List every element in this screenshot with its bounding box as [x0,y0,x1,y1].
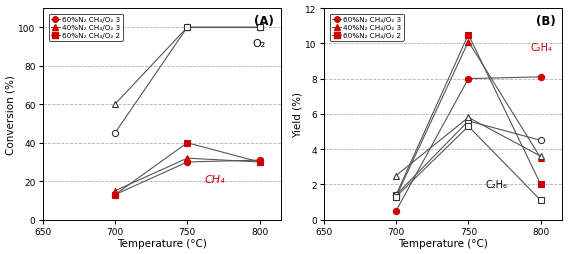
Text: CH₄: CH₄ [204,175,225,185]
Y-axis label: Yield (%): Yield (%) [293,91,302,137]
Text: C₂H₄: C₂H₄ [531,43,553,53]
X-axis label: Temperature (°C): Temperature (°C) [117,239,207,248]
X-axis label: Temperature (°C): Temperature (°C) [398,239,488,248]
Y-axis label: Conversion (%): Conversion (%) [6,75,15,154]
Legend: 60%N₂ CH₄/O₂ 3, 40%N₂ CH₄/O₂ 3, 60%N₂ CH₄/O₂ 2: 60%N₂ CH₄/O₂ 3, 40%N₂ CH₄/O₂ 3, 60%N₂ CH… [48,15,123,41]
Text: (B): (B) [536,15,556,28]
Legend: 60%N₂ CH₄/O₂ 3, 40%N₂ CH₄/O₂ 3, 60%N₂ CH₄/O₂ 2: 60%N₂ CH₄/O₂ 3, 40%N₂ CH₄/O₂ 3, 60%N₂ CH… [329,15,404,41]
Text: O₂: O₂ [252,39,266,49]
Text: (A): (A) [254,15,274,28]
Text: C₂H₆: C₂H₆ [486,180,508,190]
